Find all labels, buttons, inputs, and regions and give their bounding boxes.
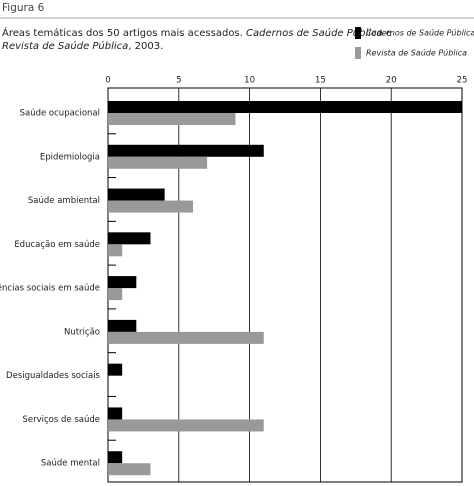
bar — [108, 331, 264, 344]
bar — [108, 101, 462, 113]
caption-text: Revista de Saúde Pública — [2, 40, 128, 52]
bar — [108, 232, 151, 245]
y-tick-label: Saúde mental — [41, 459, 100, 469]
x-tick-label: 20 — [386, 76, 397, 86]
bar — [108, 156, 208, 169]
y-tick-label: Ciências sociais em saúde — [0, 283, 100, 294]
y-tick-label: Epidemiologia — [40, 152, 100, 162]
x-tick-label: 10 — [244, 76, 255, 86]
bar — [108, 288, 123, 301]
bar — [108, 407, 123, 420]
legend-label: Cadernos de Saúde Pública — [366, 29, 474, 38]
y-tick-label: Saúde ocupacional — [20, 109, 100, 119]
caption-text: e — [383, 28, 392, 39]
x-tick-label: 25 — [457, 76, 468, 86]
x-tick-label: 5 — [176, 76, 181, 86]
caption-text: , 2003. — [128, 41, 163, 52]
bar — [108, 419, 264, 432]
bar — [108, 113, 236, 125]
bar — [108, 451, 123, 464]
legend-label: Revista de Saúde Pública — [366, 49, 467, 58]
y-tick-label: Serviços de saúde — [23, 415, 101, 425]
y-tick-label: Desigualdades sociais — [6, 371, 101, 381]
bar — [108, 144, 264, 157]
bar — [108, 200, 193, 213]
legend-swatch — [355, 27, 361, 39]
caption-text: Cadernos de Saúde Pública — [246, 27, 383, 39]
x-tick-label: 0 — [105, 76, 110, 86]
y-tick-label: Nutrição — [64, 327, 100, 337]
figure-label: Figura 6 — [2, 2, 45, 14]
bar — [108, 319, 137, 332]
bar — [108, 363, 123, 376]
legend-swatch — [355, 47, 361, 59]
bar — [108, 276, 137, 289]
y-tick-label: Saúde ambiental — [28, 196, 100, 206]
bar — [108, 463, 151, 476]
caption-text: Áreas temáticas dos 50 artigos mais aces… — [2, 26, 246, 39]
caption: Áreas temáticas dos 50 artigos mais aces… — [2, 26, 392, 39]
caption: Revista de Saúde Pública, 2003. — [2, 40, 163, 52]
y-tick-label: Educação em saúde — [14, 240, 100, 250]
bar — [108, 244, 123, 257]
x-tick-label: 15 — [315, 76, 326, 86]
bar — [108, 188, 165, 201]
